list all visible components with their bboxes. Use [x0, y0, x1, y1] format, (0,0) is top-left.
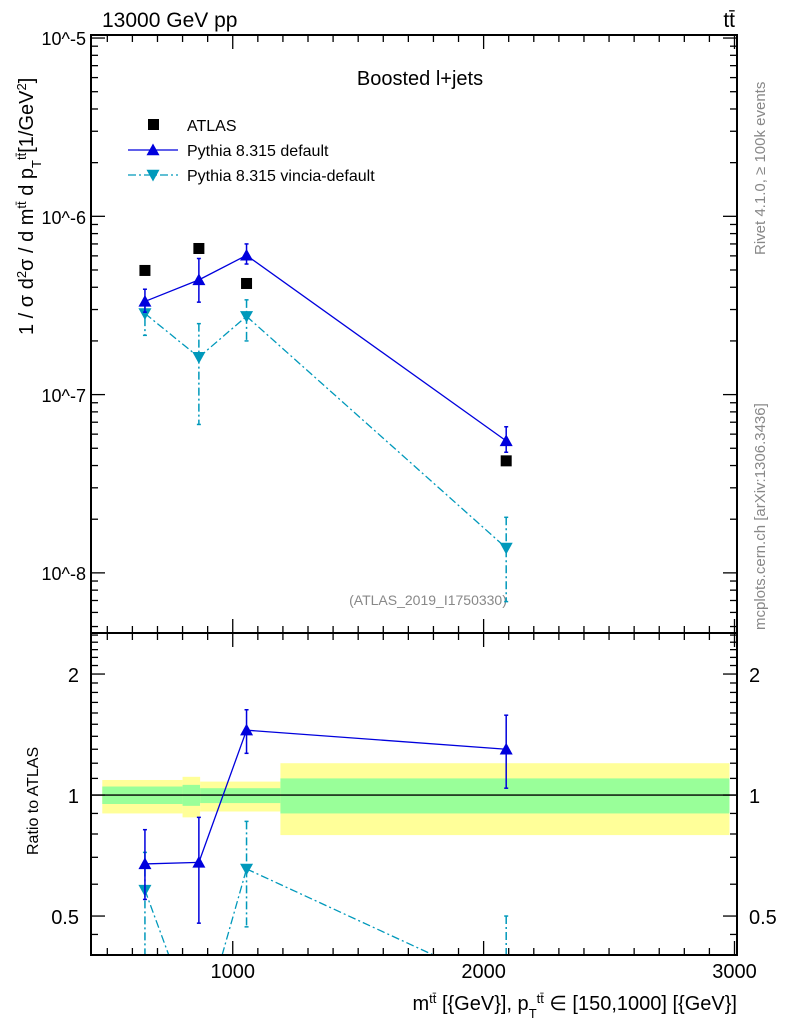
vincia-point	[138, 308, 152, 321]
ratio-default-line	[246, 729, 507, 750]
ratio-vincia-series	[138, 820, 509, 956]
x-axis-label: mtt̄ [{GeV}], pTtt̄ ∈ [150,1000] [{GeV}]	[412, 991, 737, 1021]
x-tick-label: 3000	[712, 961, 757, 983]
legend-atlas-marker	[148, 119, 159, 130]
ratio-panel-frame	[90, 632, 738, 956]
atlas-point	[193, 242, 205, 254]
x-tick-label: 1000	[210, 961, 255, 983]
ratio-default-line	[144, 861, 199, 865]
legend-default: Pythia 8.315 default	[187, 143, 329, 160]
legend-atlas: ATLAS	[187, 118, 237, 135]
ratio-default-point	[138, 857, 152, 870]
chart-title: Boosted l+jets	[357, 68, 483, 90]
rivet-label: Rivet 4.1.0, ≥ 100k events	[752, 82, 769, 255]
vincia-point	[240, 311, 254, 323]
ratio-tick-label-right: 2	[749, 665, 760, 687]
default-point	[499, 434, 513, 447]
atlas-point	[241, 277, 253, 289]
ratio-tick-label-right: 0.5	[749, 907, 777, 929]
header-left: 13000 GeV pp	[102, 9, 237, 32]
default-point	[138, 294, 152, 307]
default-point	[192, 273, 206, 286]
ratio-vincia-line	[246, 868, 434, 956]
ratio-default-point	[240, 723, 254, 736]
mcplots-label: mcplots.cern.ch [arXiv:1306.3436]	[752, 403, 769, 630]
band-inner	[280, 778, 730, 814]
default-series	[138, 243, 513, 453]
vincia-point	[499, 542, 513, 555]
default-point	[240, 248, 254, 261]
analysis-label: (ATLAS_2019_I1750330)	[349, 592, 507, 608]
atlas-point	[500, 455, 512, 467]
ratio-tick-label-left: 2	[68, 665, 79, 687]
ratio-vincia-line	[221, 868, 248, 956]
y-axis-label-top: 1 / σ d2σ / d mtt̄ d pTtt̄[1/GeV2]	[14, 78, 44, 335]
ratio-tick-label-left: 0.5	[51, 907, 79, 929]
atlas-point	[139, 264, 151, 276]
default-line	[246, 254, 507, 442]
vincia-point	[192, 352, 206, 364]
vincia-series	[138, 299, 513, 603]
legend-default-marker	[146, 143, 160, 156]
ratio-tick-label-left: 1	[68, 786, 79, 808]
vincia-line	[246, 315, 507, 549]
y-tick-label: 10^-8	[42, 564, 86, 584]
vincia-line	[198, 315, 247, 358]
y-tick-label: 10^-7	[42, 386, 86, 406]
default-line	[198, 254, 247, 281]
ratio-default-point	[499, 742, 513, 755]
vincia-line	[144, 313, 200, 358]
ratio-vincia-line	[144, 889, 170, 956]
ratio-tick-label-right: 1	[749, 786, 760, 808]
y-tick-label: 10^-5	[42, 29, 86, 49]
x-tick-label: 2000	[461, 961, 506, 983]
legend-vincia-marker	[146, 169, 160, 182]
y-axis-label-ratio: Ratio to ATLAS	[25, 747, 42, 855]
ratio-default-series	[138, 708, 513, 924]
legend-vincia: Pythia 8.315 vincia-default	[187, 168, 375, 185]
ratio-vincia-point	[240, 863, 254, 876]
y-tick-label: 10^-6	[42, 208, 86, 228]
ratio-default-point	[192, 855, 206, 868]
default-line	[144, 279, 200, 303]
ratio-default-line	[198, 729, 248, 863]
header-right: tt̄	[723, 9, 735, 32]
